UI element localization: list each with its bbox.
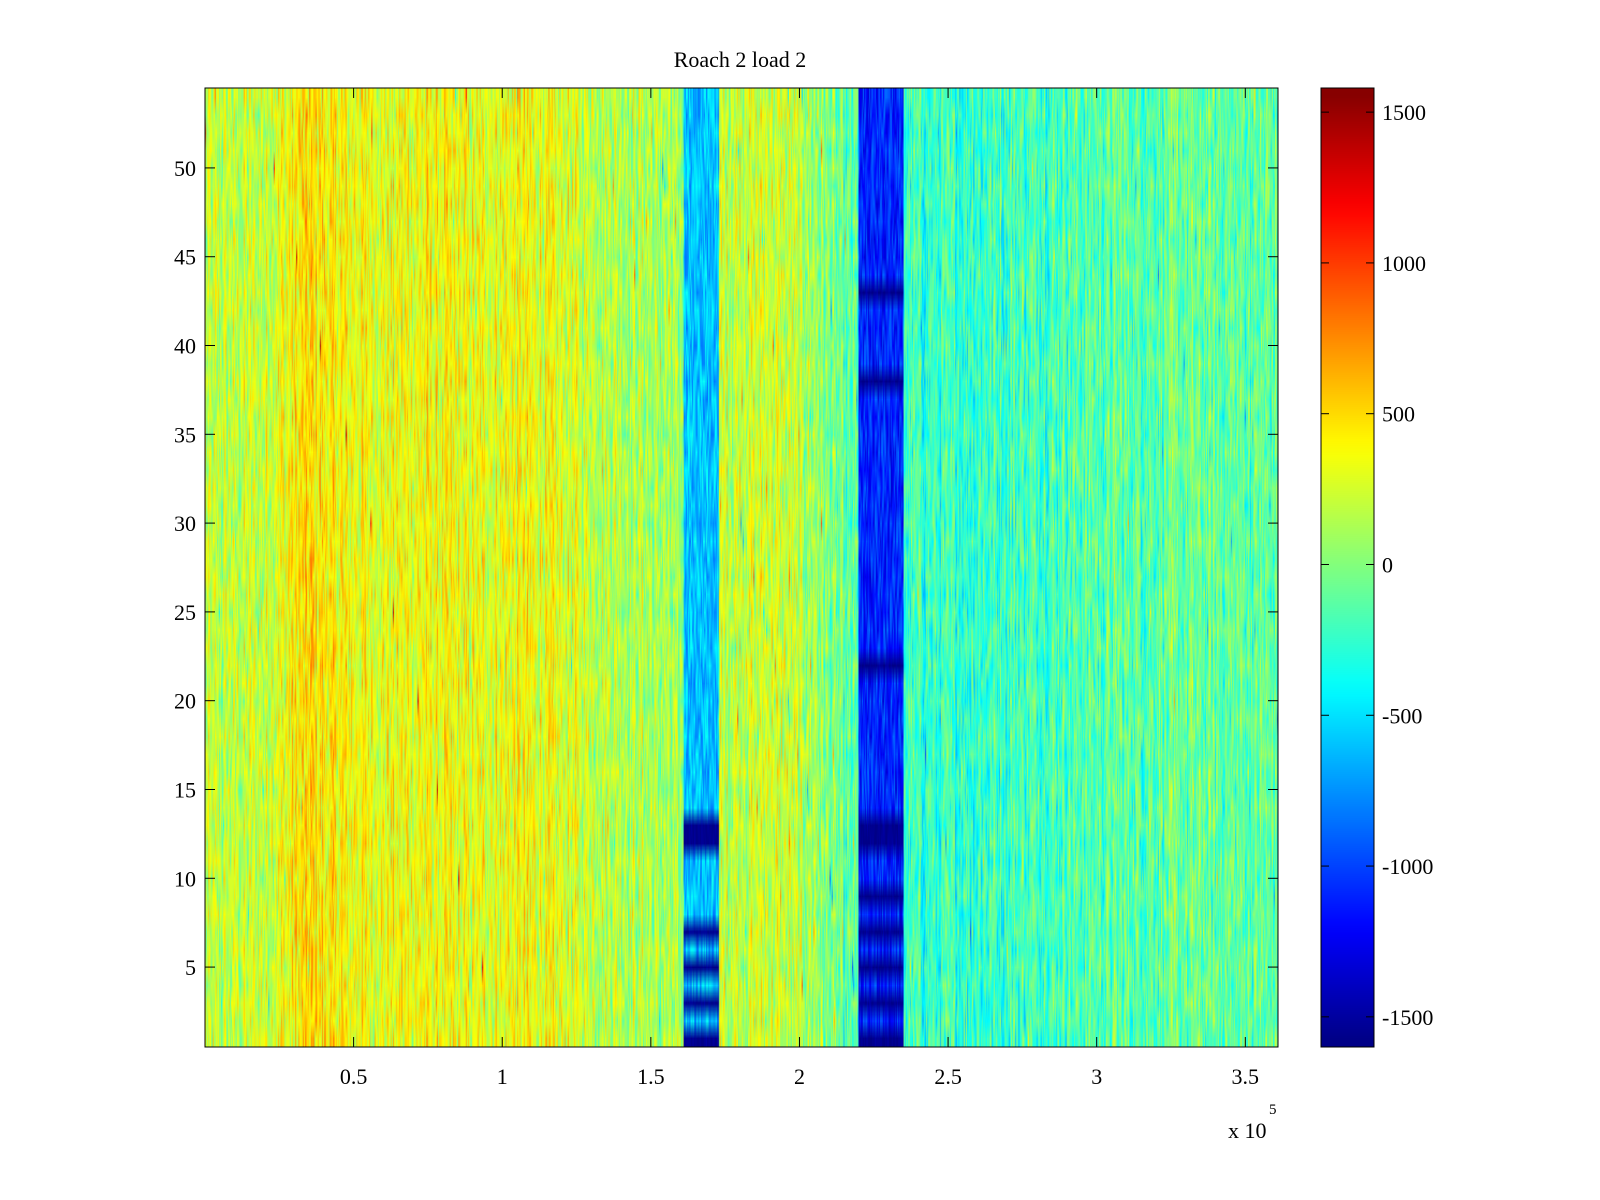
y-axis-ticks: 5 10 15 20 25 30 35 40 45 50 — [174, 156, 1278, 980]
y-tick-label: 35 — [174, 422, 196, 447]
x-tick-label: 1 — [497, 1064, 508, 1089]
colorbar-tick-label: -1500 — [1382, 1005, 1433, 1030]
plot-frame — [204, 87, 1279, 1048]
colorbar-frame — [1320, 87, 1375, 1048]
y-tick-label: 10 — [174, 866, 196, 891]
colorbar-tick-label: 0 — [1382, 552, 1393, 577]
x-axis-exponent-label: x 10 5 — [1228, 1102, 1277, 1143]
colorbar-tick-label: 1500 — [1382, 100, 1426, 125]
colorbar-ticks: 1500 1000 500 0 -500 -1000 -1500 — [1321, 100, 1433, 1030]
x-tick-label: 3.5 — [1232, 1064, 1260, 1089]
heatmap-image — [205, 88, 1278, 1047]
colorbar-tick-label: -1000 — [1382, 854, 1433, 879]
x-exponent-base: x 10 — [1228, 1118, 1267, 1143]
y-tick-label: 25 — [174, 600, 196, 625]
y-tick-label: 30 — [174, 511, 196, 536]
y-tick-label: 50 — [174, 156, 196, 181]
y-tick-label: 5 — [185, 955, 196, 980]
x-tick-label: 1.5 — [637, 1064, 665, 1089]
x-tick-label: 0.5 — [340, 1064, 368, 1089]
colorbar-gradient — [1321, 88, 1374, 1047]
colorbar-tick-label: 1000 — [1382, 251, 1426, 276]
chart-title: Roach 2 load 2 — [674, 47, 807, 72]
y-tick-label: 45 — [174, 245, 196, 270]
y-tick-label: 15 — [174, 777, 196, 802]
x-tick-label: 3 — [1091, 1064, 1102, 1089]
x-tick-label: 2 — [794, 1064, 805, 1089]
colorbar-tick-label: -500 — [1382, 703, 1422, 728]
x-tick-label: 2.5 — [934, 1064, 962, 1089]
colorbar: 1500 1000 500 0 -500 -1000 -1500 — [1320, 87, 1433, 1048]
colorbar-tick-label: 500 — [1382, 402, 1415, 427]
y-tick-label: 40 — [174, 334, 196, 359]
x-axis-ticks: 0.5 1 1.5 2 2.5 3 3.5 — [340, 88, 1259, 1089]
heatmap-plot-area: 0.5 1 1.5 2 2.5 3 3.5 5 10 15 20 25 30 35 40 45 50 — [174, 87, 1279, 1089]
y-tick-label: 20 — [174, 689, 196, 714]
x-exponent-power: 5 — [1269, 1102, 1277, 1118]
